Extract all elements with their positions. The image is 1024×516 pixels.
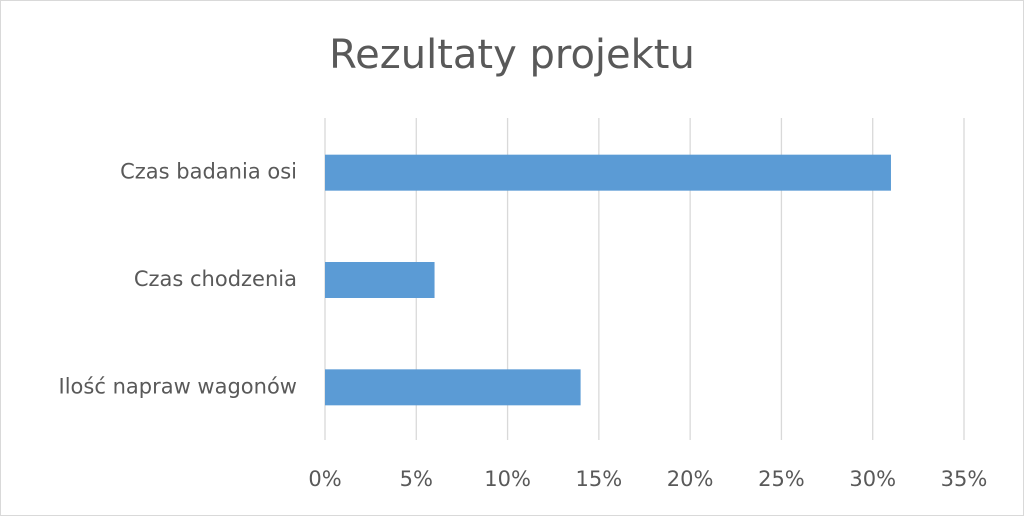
bar <box>325 154 891 191</box>
x-tick-label: 10% <box>484 467 531 491</box>
x-tick-label: 15% <box>576 467 623 491</box>
y-tick-label: Ilość napraw wagonów <box>59 374 297 398</box>
chart-title: Rezultaty projektu <box>329 32 695 78</box>
x-tick-label: 25% <box>758 467 805 491</box>
y-tick-label: Czas chodzenia <box>134 267 297 291</box>
x-tick-label: 5% <box>400 467 433 491</box>
x-tick-label: 20% <box>667 467 714 491</box>
bar <box>325 369 581 406</box>
x-tick-label: 35% <box>941 467 988 491</box>
y-tick-label: Czas badania osi <box>120 160 297 184</box>
x-tick-label: 0% <box>308 467 341 491</box>
x-tick-label: 30% <box>849 467 896 491</box>
bar <box>325 262 435 298</box>
